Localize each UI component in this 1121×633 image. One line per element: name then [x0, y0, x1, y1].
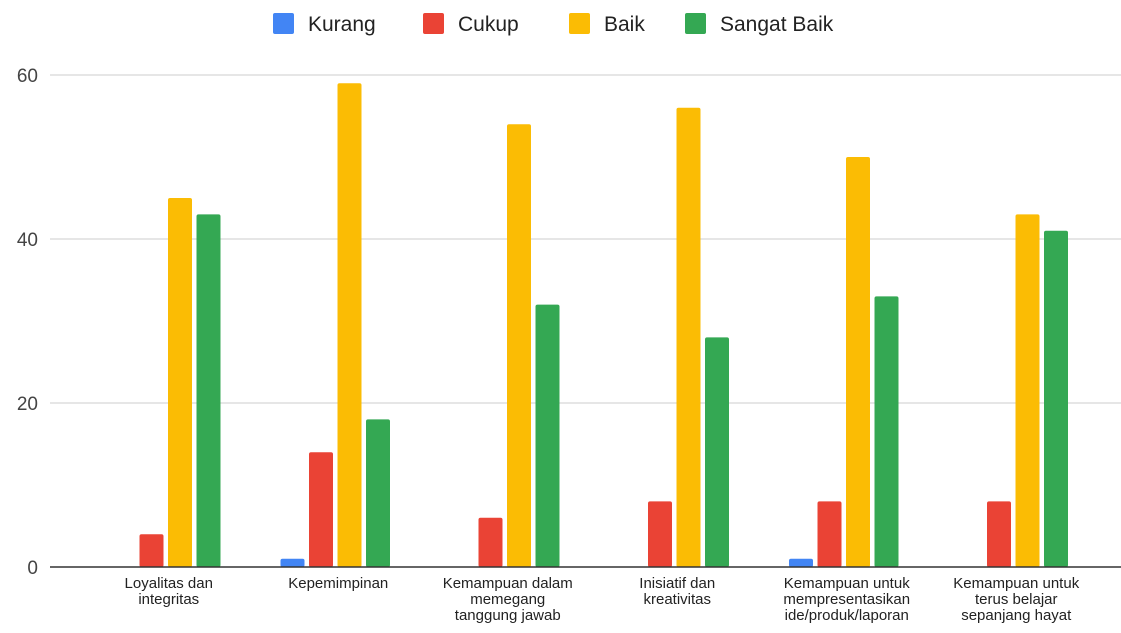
x-category-label: Kemampuan untuk terus belajar sepanjang ha…: [953, 575, 1079, 624]
legend-swatch: [273, 13, 294, 34]
bar-baik: [676, 107, 701, 568]
x-category-label: Kemampuan dalam memegang tanggung jawab: [443, 575, 573, 624]
bar-sangat-baik: [196, 214, 221, 567]
bar-kurang: [280, 558, 305, 567]
y-axis-ticks: 0 20 40 60: [17, 66, 38, 579]
bar-cukup: [987, 501, 1011, 567]
legend-swatch: [685, 13, 706, 34]
bars: [139, 83, 1068, 568]
gridlines: [50, 74, 1121, 404]
y-tick-label: 40: [17, 230, 38, 251]
bar-sangat-baik: [874, 296, 899, 567]
bar-baik: [168, 198, 192, 567]
bar-baik: [507, 124, 531, 567]
bar-baik: [337, 83, 362, 567]
x-category-label: Kepemimpinan: [288, 575, 388, 592]
bar-cukup: [309, 452, 333, 567]
bar-kurang: [789, 558, 813, 567]
x-axis-labels: Loyalitas dan integritas Kepemimpinan Kemam…: [125, 575, 1080, 624]
legend-label: Sangat Baik: [720, 13, 834, 36]
bar-baik: [1015, 214, 1040, 567]
x-category-label: Loyalitas dan integritas: [125, 575, 213, 608]
bar-cukup: [817, 501, 842, 567]
bar-sangat-baik: [705, 337, 729, 567]
legend-label: Cukup: [458, 13, 519, 36]
x-category-label: Inisiatif dan kreativitas: [639, 575, 715, 608]
bar-baik: [846, 157, 870, 567]
bar-cukup: [139, 534, 164, 567]
y-tick-label: 20: [17, 394, 38, 415]
bar-sangat-baik: [366, 419, 390, 567]
x-category-label: Kemampuan untuk mempresentasikan ide/produ…: [783, 575, 910, 624]
y-tick-label: 0: [27, 558, 38, 579]
bar-cukup: [478, 517, 503, 567]
legend-swatch: [423, 13, 444, 34]
y-tick-label: 60: [17, 66, 38, 87]
legend-label: Kurang: [308, 13, 376, 36]
bar-sangat-baik: [1044, 230, 1068, 568]
bar-cukup: [648, 501, 672, 567]
bar-sangat-baik: [535, 304, 560, 567]
legend-swatch: [569, 13, 590, 34]
legend-label: Baik: [604, 13, 645, 36]
legend: Kurang Cukup Baik Sangat Baik: [273, 13, 834, 36]
